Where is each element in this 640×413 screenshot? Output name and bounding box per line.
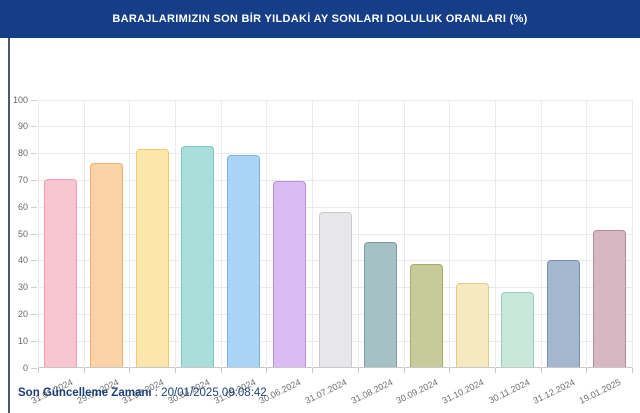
bar-31.07.2024[interactable]	[318, 211, 352, 367]
grid-line-h	[38, 99, 632, 101]
y-axis-tick	[31, 126, 37, 128]
x-axis-tick	[129, 368, 130, 373]
grid-line-v	[175, 100, 176, 368]
y-axis-label: 80	[17, 148, 28, 159]
x-axis-tick	[541, 368, 542, 373]
grid-line-v	[632, 100, 633, 368]
grid-line-v	[541, 100, 542, 368]
bar-31.10.2024[interactable]	[455, 282, 489, 367]
bar-31.03.2024[interactable]	[135, 148, 169, 367]
x-axis-tick	[84, 368, 85, 373]
bar-30.06.2024[interactable]	[272, 180, 306, 367]
y-axis: 0 10 20 30 40 50 60 70 80 90 100	[0, 95, 37, 372]
x-axis-tick	[404, 368, 405, 373]
y-axis-tick	[31, 206, 37, 208]
x-axis-tick	[312, 368, 313, 373]
y-axis-label: 70	[17, 174, 28, 185]
y-axis-tick	[31, 233, 37, 235]
chart-title-bar: BARAJLARIMIZIN SON BİR YILDAKİ AY SONLAR…	[0, 0, 640, 38]
bar-19.01.2025[interactable]	[592, 230, 626, 367]
y-axis-label: 50	[17, 228, 28, 239]
grid-line-v	[266, 100, 267, 368]
y-axis-tick	[31, 99, 37, 101]
grid-line-v	[586, 100, 587, 368]
y-axis-tick	[31, 313, 37, 315]
y-axis-label: 90	[17, 121, 28, 132]
bar-30.09.2024[interactable]	[409, 263, 443, 367]
plot-area: 31.01.2024 29.02.2024 31.03.2024 30.04.2024…	[29, 99, 633, 406]
y-axis-label: 10	[17, 335, 28, 346]
last-update-label: Son Güncelleme Zamanı	[18, 387, 152, 399]
grid-line-v	[449, 100, 450, 368]
grid-line-h	[38, 206, 632, 208]
y-axis-tick	[31, 367, 37, 369]
grid-line-v	[84, 100, 85, 368]
grid-line-h	[38, 153, 632, 155]
bar-31.12.2024[interactable]	[546, 259, 580, 367]
bar-30.11.2024[interactable]	[501, 291, 535, 367]
grid-line-v	[495, 100, 496, 368]
x-axis-tick	[358, 368, 359, 373]
x-axis-tick	[449, 368, 450, 373]
grid-line-h	[38, 179, 632, 181]
y-axis-tick	[31, 260, 37, 262]
x-axis-tick	[495, 368, 496, 373]
x-axis-tick	[175, 368, 176, 373]
bar-29.02.2024[interactable]	[90, 163, 124, 367]
x-axis-tick	[266, 368, 267, 373]
last-update-value: 20/01/2025 09:08:42	[161, 387, 267, 399]
y-axis-label: 60	[17, 201, 28, 212]
bar-30.04.2024[interactable]	[181, 145, 215, 367]
x-axis-line	[38, 367, 632, 368]
grid-line-v	[129, 100, 130, 368]
grid-line-v	[404, 100, 405, 368]
bar-31.05.2024[interactable]	[227, 155, 261, 367]
y-axis-tick	[31, 340, 37, 342]
y-axis-label: 0	[22, 362, 28, 373]
y-axis-tick	[31, 287, 37, 289]
y-axis-label: 100	[12, 94, 28, 105]
grid-line-h	[38, 126, 632, 128]
x-axis-tick	[586, 368, 587, 373]
x-axis-tick	[221, 368, 222, 373]
grid-line-v	[38, 100, 39, 368]
bar-31.01.2024[interactable]	[44, 179, 78, 367]
y-axis-label: 30	[17, 282, 28, 293]
chart-panel: 0 10 20 30 40 50 60 70 80 90 100 31.01.2024 29.02.2…	[0, 38, 640, 413]
panel-left-border	[8, 38, 10, 413]
last-update-separator: :	[151, 387, 162, 399]
bar-31.08.2024[interactable]	[364, 242, 398, 367]
x-axis-tick	[632, 368, 633, 373]
y-axis-tick	[31, 153, 37, 155]
x-axis-tick	[38, 368, 39, 373]
grid-line-v	[221, 100, 222, 368]
y-axis-label: 20	[17, 308, 28, 319]
last-update-text: Son Güncelleme Zamanı : 20/01/2025 09:08…	[18, 387, 267, 399]
y-axis-tick	[31, 179, 37, 181]
y-axis-label: 40	[17, 255, 28, 266]
grid-line-v	[358, 100, 359, 368]
grid-line-v	[312, 100, 313, 368]
page-title: BARAJLARIMIZIN SON BİR YILDAKİ AY SONLAR…	[112, 13, 528, 25]
